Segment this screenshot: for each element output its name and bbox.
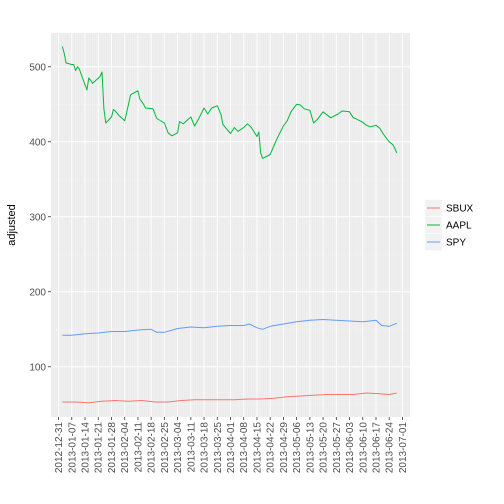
x-tick-label: 2013-06-10 — [358, 422, 369, 474]
x-tick-label: 2013-05-06 — [292, 422, 303, 474]
x-tick-label: 2013-01-07 — [67, 422, 78, 474]
x-tick-label: 2013-04-15 — [252, 422, 263, 474]
major-grid — [51, 33, 410, 417]
x-tick-label: 2013-02-04 — [120, 422, 131, 474]
legend-label-sbux: SBUX — [446, 204, 474, 215]
legend: SBUX AAPL SPY — [424, 199, 474, 251]
x-axis: 2012-12-31 2013-01-07 2013-01-14 2013-01-21… — [54, 417, 409, 473]
x-tick-label: 2013-07-01 — [398, 422, 409, 474]
x-tick-label: 2012-12-31 — [54, 422, 65, 474]
x-tick-label: 2013-06-03 — [345, 422, 356, 474]
x-tick-label: 2013-03-04 — [173, 422, 184, 474]
x-tick-label: 2013-05-13 — [305, 422, 316, 474]
x-tick-label: 2013-04-01 — [226, 422, 237, 474]
x-tick-label: 2013-03-18 — [200, 422, 211, 474]
x-tick-label: 2013-03-11 — [186, 422, 197, 473]
x-tick-label: 2013-06-17 — [371, 422, 382, 474]
x-tick-label: 2013-04-08 — [239, 422, 250, 474]
x-tick-label: 2013-03-25 — [213, 422, 224, 474]
y-tick-label: 400 — [29, 137, 46, 148]
x-tick-label: 2013-01-28 — [107, 422, 118, 474]
y-axis-title: adjusted — [6, 204, 18, 246]
legend-label-aapl: AAPL — [446, 221, 472, 232]
legend-label-spy: SPY — [446, 238, 466, 249]
x-tick-label: 2013-05-20 — [319, 422, 330, 474]
y-tick-label: 100 — [29, 362, 46, 373]
x-tick-label: 2013-02-25 — [160, 422, 171, 474]
y-tick-label: 300 — [29, 212, 46, 223]
y-tick-label: 500 — [29, 62, 46, 73]
series-layer — [61, 46, 398, 404]
x-tick-label: 2013-06-24 — [385, 422, 396, 474]
series-line-spy — [62, 319, 397, 336]
x-tick-label: 2013-05-27 — [332, 422, 343, 474]
series-line-sbux — [62, 392, 397, 404]
x-tick-label: 2013-04-29 — [279, 422, 290, 474]
x-tick-label: 2013-01-14 — [81, 422, 92, 474]
x-tick-label: 2013-02-18 — [147, 422, 158, 474]
series-line-aapl — [61, 46, 398, 159]
y-tick-label: 200 — [29, 287, 46, 298]
x-tick-label: 2013-02-11 — [133, 422, 144, 473]
y-axis: 100 200 300 400 500 — [29, 62, 51, 373]
x-tick-label: 2013-01-21 — [94, 422, 105, 474]
x-tick-label: 2013-04-22 — [266, 422, 277, 474]
